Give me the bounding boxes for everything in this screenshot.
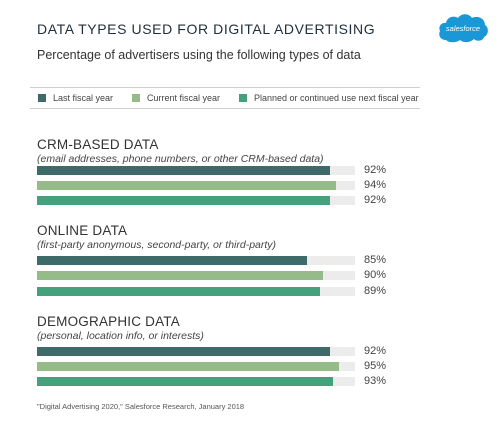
legend-swatch-planned <box>239 94 247 102</box>
value-label-demographic-planned: 93% <box>364 375 387 387</box>
group-title-crm: CRM-BASED DATA <box>37 137 159 152</box>
group-title-demographic: DEMOGRAPHIC DATA <box>37 314 180 329</box>
group-subtitle-online: (first-party anonymous, second-party, or… <box>37 239 277 251</box>
legend-swatch-current <box>132 94 140 102</box>
bar-online-current <box>37 271 324 280</box>
bar-crm-planned <box>37 196 330 205</box>
chart-subtitle: Percentage of advertisers using the foll… <box>37 48 361 62</box>
group-subtitle-crm: (email addresses, phone numbers, or othe… <box>37 153 324 165</box>
legend-item-current: Current fiscal year <box>132 93 220 103</box>
legend-item-planned: Planned or continued use next fiscal yea… <box>239 93 419 103</box>
chart-legend: Last fiscal year Current fiscal year Pla… <box>30 87 420 109</box>
legend-label-current: Current fiscal year <box>147 93 221 103</box>
value-label-demographic-last: 92% <box>364 345 387 357</box>
bar-demographic-last <box>37 347 330 356</box>
value-label-demographic-current: 95% <box>364 360 387 372</box>
group-subtitle-demographic: (personal, location info, or interests) <box>37 330 204 342</box>
bar-track <box>37 256 355 265</box>
value-label-online-current: 90% <box>364 269 387 281</box>
legend-item-last: Last fiscal year <box>38 93 113 103</box>
bar-track <box>37 287 355 296</box>
value-label-crm-planned: 92% <box>364 194 387 206</box>
bar-track <box>37 362 355 371</box>
bar-track <box>37 271 355 280</box>
group-title-online: ONLINE DATA <box>37 223 128 238</box>
bar-crm-last <box>37 166 330 175</box>
svg-text:salesforce: salesforce <box>446 24 480 33</box>
legend-label-planned: Planned or continued use next fiscal yea… <box>254 93 419 103</box>
value-label-online-planned: 89% <box>364 285 387 297</box>
bar-track <box>37 196 355 205</box>
bar-track <box>37 347 355 356</box>
source-footnote: "Digital Advertising 2020," Salesforce R… <box>37 402 245 411</box>
legend-swatch-last <box>38 94 46 102</box>
bar-track <box>37 377 355 386</box>
bar-online-last <box>37 256 308 265</box>
value-label-online-last: 85% <box>364 254 387 266</box>
bar-demographic-planned <box>37 377 333 386</box>
bar-crm-current <box>37 181 336 190</box>
bar-demographic-current <box>37 362 340 371</box>
bar-track <box>37 181 355 190</box>
value-label-crm-last: 92% <box>364 164 387 176</box>
salesforce-logo: salesforce <box>439 14 488 43</box>
chart-title: DATA TYPES USED FOR DIGITAL ADVERTISING <box>37 21 376 37</box>
bar-online-planned <box>37 287 321 296</box>
value-label-crm-current: 94% <box>364 179 387 191</box>
legend-label-last: Last fiscal year <box>53 93 114 103</box>
bar-track <box>37 166 355 175</box>
